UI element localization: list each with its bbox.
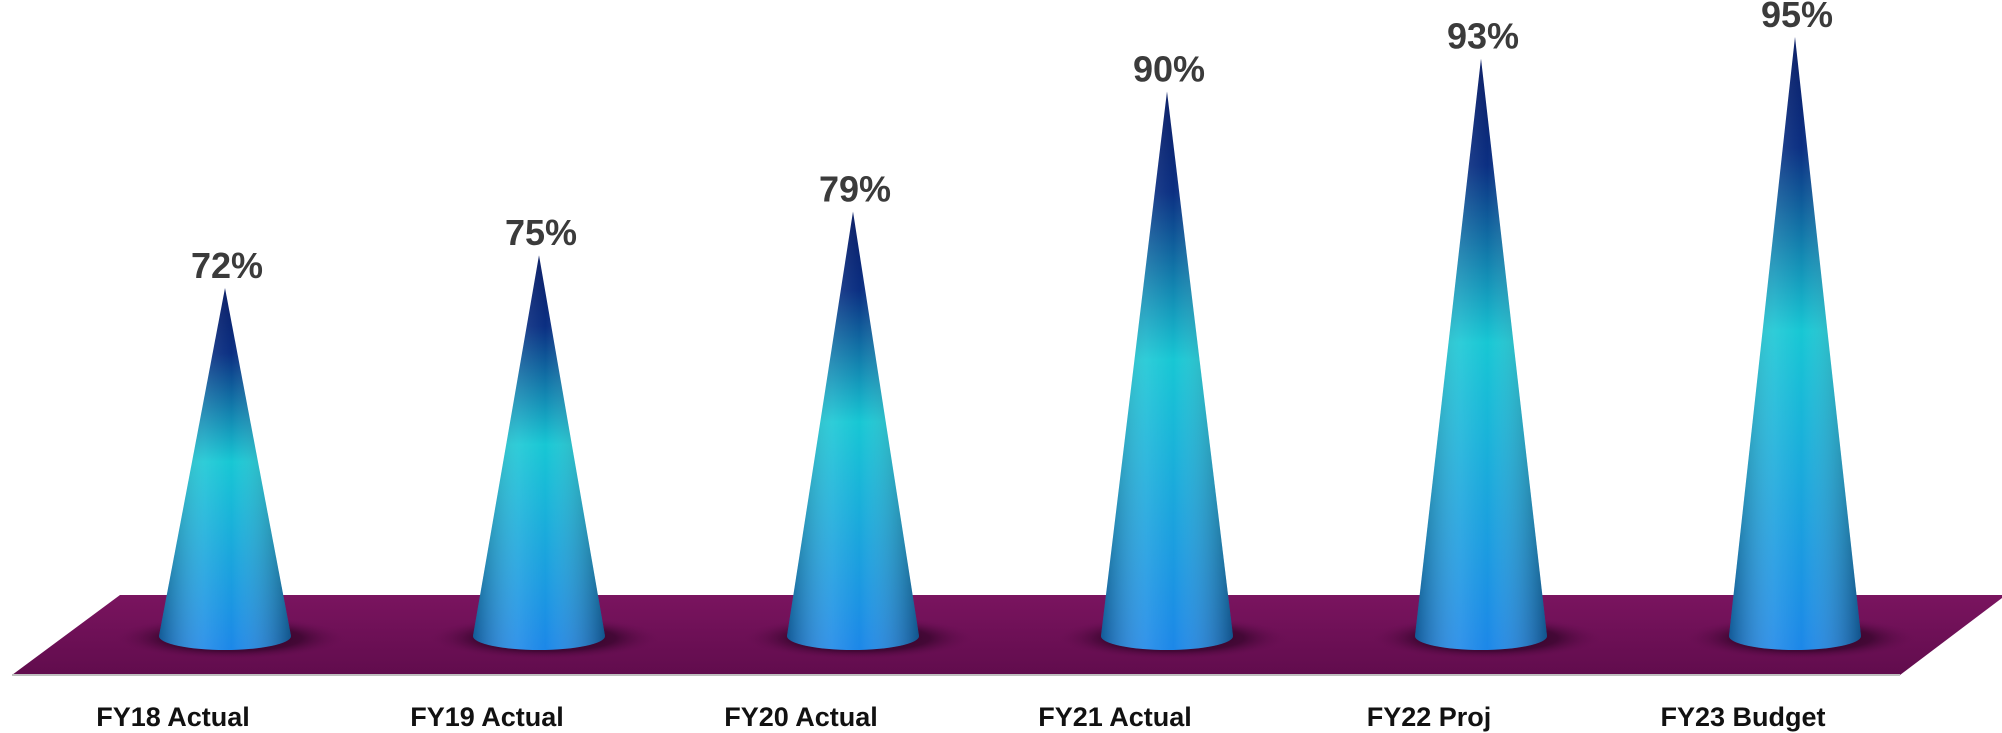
- value-label: 79%: [819, 169, 891, 210]
- category-label: FY20 Actual: [724, 702, 878, 732]
- cone-shading: [1101, 91, 1233, 650]
- category-label: FY18 Actual: [96, 702, 250, 732]
- cone-shading: [787, 211, 919, 650]
- category-label: FY23 Budget: [1660, 702, 1825, 732]
- value-label: 72%: [191, 245, 263, 286]
- cone-bar: [1101, 91, 1233, 650]
- category-label: FY22 Proj: [1367, 702, 1492, 732]
- value-label: 75%: [505, 212, 577, 253]
- category-label: FY19 Actual: [410, 702, 564, 732]
- cone-bar: [159, 288, 291, 650]
- cone-shading: [159, 288, 291, 650]
- value-label: 95%: [1761, 0, 1833, 35]
- cone-bar: [787, 211, 919, 650]
- value-label: 93%: [1447, 16, 1519, 57]
- cone-shading: [1415, 58, 1547, 651]
- cone-shading: [473, 255, 605, 651]
- category-label: FY21 Actual: [1038, 702, 1192, 732]
- cone-bar: [1415, 58, 1547, 651]
- cone-bar: [473, 255, 605, 651]
- cone-shading: [1729, 36, 1861, 650]
- value-label: 90%: [1133, 48, 1205, 89]
- cone-bar: [1729, 36, 1861, 650]
